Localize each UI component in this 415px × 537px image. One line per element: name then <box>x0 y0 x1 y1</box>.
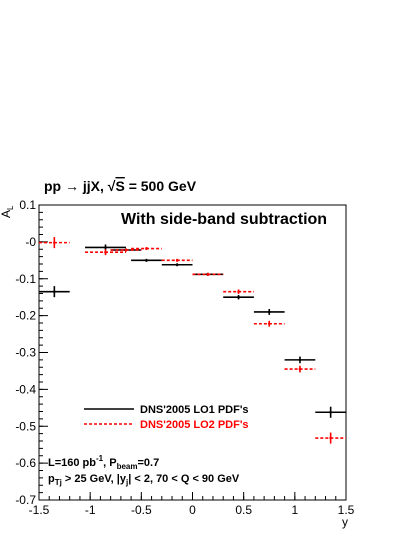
data-point <box>223 289 254 294</box>
data-point <box>315 406 346 418</box>
x-axis-label: y <box>342 515 348 529</box>
marker <box>237 290 240 293</box>
process-title: pp → jjX, √S = 500 GeV <box>44 178 197 194</box>
marker <box>206 273 210 276</box>
luminosity-annotation: L=160 pb-1, Pbeam=0.7 <box>48 454 159 471</box>
data-point <box>284 365 316 373</box>
x-axis-ticks: -1.5 -1 -0.5 0 0.5 1 1.5 <box>29 492 355 517</box>
y-tick-label: -0.3 <box>15 346 36 360</box>
data-series <box>39 237 346 444</box>
y-axis-ticks: 0.1 -0 -0.1 -0.2 -0.3 -0.4 -0.5 -0.6 -0.7 <box>15 198 48 507</box>
data-point <box>131 247 162 250</box>
cuts-annotation: pTj > 25 GeV, |yj| < 2, 70 < Q < 90 GeV <box>48 473 240 487</box>
x-tick-label: 1.5 <box>338 503 355 517</box>
data-point <box>253 308 285 315</box>
y-tick-label: 0.1 <box>19 198 36 212</box>
marker <box>298 367 302 371</box>
legend: DNS'2005 LO1 PDF's DNS'2005 LO2 PDF's <box>84 404 249 431</box>
marker <box>145 259 148 262</box>
marker <box>298 358 302 362</box>
y-tick-label: -0.6 <box>15 456 36 470</box>
marker <box>175 259 179 262</box>
legend-label-lo1: DNS'2005 LO1 PDF's <box>140 404 249 416</box>
y-tick-label: -0.4 <box>15 382 36 396</box>
y-tick-label: -0.1 <box>15 272 36 286</box>
panel-title: With side-band subtraction <box>121 211 327 228</box>
data-point <box>39 286 70 298</box>
data-point <box>192 272 224 276</box>
data-point <box>161 263 193 267</box>
x-tick-label: -1.5 <box>29 503 50 517</box>
x-tick-label: 0 <box>189 503 196 517</box>
x-tick-label: 1 <box>291 503 298 517</box>
data-point <box>110 248 142 252</box>
data-point <box>39 237 70 249</box>
marker <box>53 290 56 293</box>
data-point <box>223 294 254 300</box>
marker <box>267 322 271 326</box>
marker <box>329 436 332 440</box>
marker <box>267 310 271 314</box>
data-point <box>253 320 285 327</box>
series-dns-2005-lo2-pdf-s <box>39 237 346 444</box>
y-tick-label: -0 <box>25 235 36 249</box>
x-tick-label: -0.5 <box>131 503 152 517</box>
y-tick-label: -0.7 <box>15 493 36 507</box>
x-tick-label: -1 <box>85 503 96 517</box>
data-point <box>85 249 126 256</box>
marker <box>175 263 179 267</box>
marker <box>104 246 107 249</box>
data-point <box>315 432 346 444</box>
x-tick-label: 0.5 <box>235 503 252 517</box>
marker <box>145 247 148 250</box>
data-point <box>284 356 316 364</box>
y-tick-label: -0.5 <box>15 419 36 433</box>
data-point <box>131 258 162 262</box>
marker <box>124 248 128 252</box>
plot-frame <box>38 204 347 501</box>
y-axis-label: AL <box>0 205 15 218</box>
marker <box>237 295 240 299</box>
legend-label-lo2: DNS'2005 LO2 PDF's <box>140 419 249 431</box>
data-point <box>161 258 193 262</box>
marker <box>329 410 332 414</box>
marker <box>104 250 107 254</box>
marker <box>53 241 56 244</box>
series-dns-2005-lo1-pdf-s <box>39 244 346 418</box>
y-tick-label: -0.2 <box>15 309 36 323</box>
